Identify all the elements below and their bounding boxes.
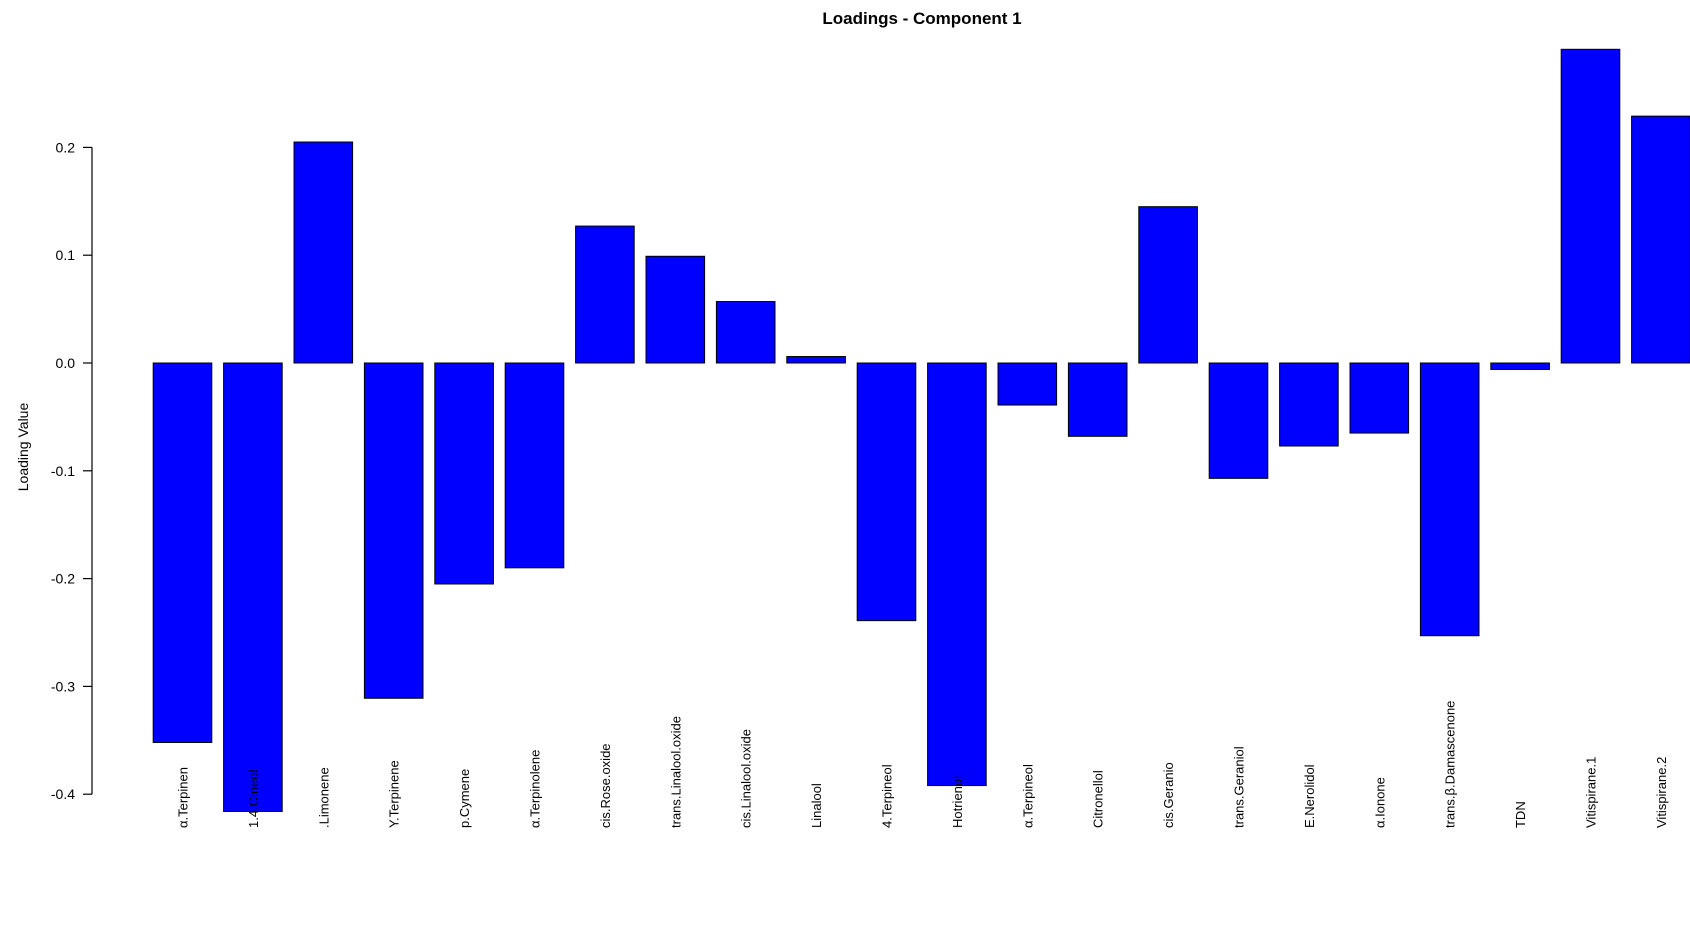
x-category-label: Y.Terpinene bbox=[387, 760, 402, 828]
bar bbox=[1349, 362, 1410, 434]
bar bbox=[1067, 362, 1128, 437]
y-tick-label: -0.1 bbox=[51, 463, 75, 479]
y-tick-label: -0.3 bbox=[51, 678, 75, 694]
y-tick-label: 0.1 bbox=[56, 247, 76, 263]
bar bbox=[786, 356, 846, 364]
bar bbox=[504, 362, 565, 569]
bars-group bbox=[152, 48, 1690, 812]
y-tick-label: 0.2 bbox=[56, 139, 76, 155]
bar bbox=[363, 362, 424, 699]
x-category-label: α.Terpinen bbox=[176, 767, 191, 828]
x-category-label: cis.Linalool.oxide bbox=[739, 729, 754, 828]
bar bbox=[293, 141, 354, 364]
x-category-label: Vitispirane.1 bbox=[1584, 757, 1599, 828]
bar bbox=[152, 362, 213, 743]
bar bbox=[1279, 362, 1339, 447]
x-category-label: Citronellol bbox=[1091, 770, 1106, 828]
x-category-label: .Limonene bbox=[316, 767, 331, 828]
bar bbox=[927, 362, 987, 787]
bar bbox=[1631, 115, 1690, 364]
bar bbox=[434, 362, 494, 585]
bar bbox=[1138, 206, 1198, 364]
x-category-label: cis.Rose.oxide bbox=[598, 743, 613, 828]
category-labels-group: α.Terpinen 1.4.Cineol .Limonene Y.Terpinene… bbox=[176, 701, 1669, 828]
x-category-label: cis.Geranio bbox=[1161, 762, 1176, 828]
x-category-label: TDN bbox=[1513, 801, 1528, 828]
y-axis: -0.4 -0.3 -0.2 -0.1 0.0 0.1 0.2 bbox=[51, 139, 93, 802]
x-category-label: α.Terpinolene bbox=[528, 750, 543, 828]
bar bbox=[1208, 362, 1269, 479]
x-category-label: E.Nerolidol bbox=[1302, 764, 1317, 828]
x-category-label: Vitispirane.2 bbox=[1654, 757, 1669, 828]
bar bbox=[856, 362, 917, 622]
x-category-label: Hotrienol bbox=[950, 776, 965, 828]
x-category-label: α.Ionone bbox=[1372, 777, 1387, 828]
chart-title: Loadings - Component 1 bbox=[822, 9, 1021, 28]
x-category-label: p.Cymene bbox=[457, 769, 472, 828]
bar bbox=[223, 362, 283, 812]
x-category-label: 1.4.Cineol bbox=[246, 769, 261, 828]
bar bbox=[1419, 362, 1480, 637]
x-category-label: trans.Linalool.oxide bbox=[668, 716, 683, 828]
x-category-label: 4.Terpineol bbox=[880, 764, 895, 828]
x-category-label: Linalool bbox=[809, 783, 824, 828]
bar bbox=[645, 255, 706, 364]
bar bbox=[997, 362, 1058, 406]
bar bbox=[1560, 48, 1621, 364]
x-category-label: trans.β.Damascenone bbox=[1443, 701, 1458, 828]
y-tick-label: -0.4 bbox=[51, 786, 75, 802]
y-tick-label: 0.0 bbox=[56, 355, 76, 371]
bar bbox=[575, 225, 635, 364]
x-category-label: trans.Geraniol bbox=[1232, 746, 1247, 828]
y-tick-label: -0.2 bbox=[51, 571, 75, 587]
y-axis-label: Loading Value bbox=[15, 403, 31, 492]
bar bbox=[1490, 362, 1550, 370]
bar bbox=[715, 301, 776, 364]
x-category-label: α.Terpineol bbox=[1020, 764, 1035, 828]
